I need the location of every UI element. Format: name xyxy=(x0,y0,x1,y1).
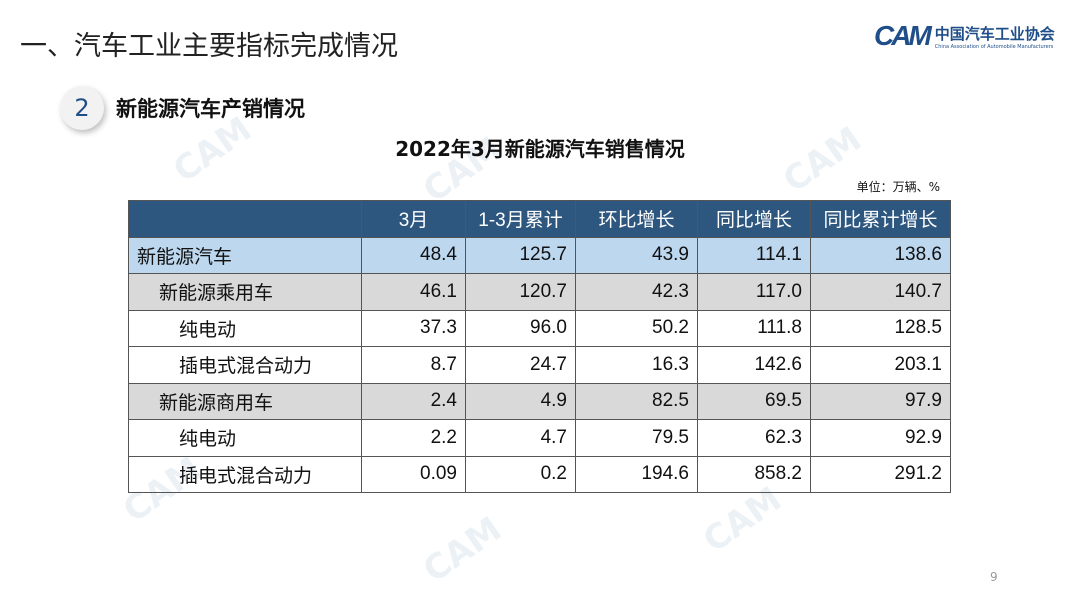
table-cell: 128.5 xyxy=(810,309,951,347)
table-cell: 97.9 xyxy=(810,382,951,420)
logo-name-en: China Association of Automobile Manufact… xyxy=(934,43,1054,50)
logo: CAM 中国汽车工业协会 China Association of Automo… xyxy=(874,20,1055,52)
section-label: 新能源汽车产销情况 xyxy=(116,97,305,121)
table-cell: 92.9 xyxy=(810,419,951,457)
table-row: 新能源汽车 48.4 125.7 43.9 114.1 138.6 xyxy=(128,236,951,274)
unit-label: 单位：万辆、% xyxy=(856,180,940,194)
table-cell: 62.3 xyxy=(697,419,811,457)
table-cell: 120.7 xyxy=(465,273,576,311)
table-cell: 114.1 xyxy=(697,236,811,274)
column-header: 1-3月累计 xyxy=(465,200,576,238)
table-cell: 4.7 xyxy=(465,419,576,457)
table-row: 插电式混合动力 8.7 24.7 16.3 142.6 203.1 xyxy=(128,346,951,384)
table-row: 新能源商用车 2.4 4.9 82.5 69.5 97.9 xyxy=(128,382,951,420)
row-label: 新能源乘用车 xyxy=(128,273,362,311)
page-number: 9 xyxy=(990,570,998,584)
sales-table: 3月 1-3月累计 环比增长 同比增长 同比累计增长 新能源汽车 48.4 125.7 43.… xyxy=(128,200,951,493)
table-cell: 16.3 xyxy=(575,346,698,384)
section-heading: 2 新能源汽车产销情况 xyxy=(60,86,305,130)
row-label: 新能源商用车 xyxy=(128,382,362,420)
logo-name-cn: 中国汽车工业协会 xyxy=(934,24,1055,43)
table-cell: 142.6 xyxy=(697,346,811,384)
table-title: 2022年3月新能源汽车销售情况 xyxy=(395,137,685,161)
table-cell: 111.8 xyxy=(697,309,811,347)
table-cell: 4.9 xyxy=(465,382,576,420)
table-cell: 37.3 xyxy=(361,309,466,347)
table-cell: 24.7 xyxy=(465,346,576,384)
row-label: 新能源汽车 xyxy=(128,236,362,274)
table-row: 纯电动 37.3 96.0 50.2 111.8 128.5 xyxy=(128,309,951,347)
table-cell: 117.0 xyxy=(697,273,811,311)
table-cell: 0.2 xyxy=(465,455,576,493)
table-cell: 50.2 xyxy=(575,309,698,347)
table-cell: 69.5 xyxy=(697,382,811,420)
logo-mark: CAM xyxy=(874,20,932,51)
table-cell: 125.7 xyxy=(465,236,576,274)
table-cell: 2.4 xyxy=(361,382,466,420)
row-label: 插电式混合动力 xyxy=(128,346,362,384)
slide-title: 一、汽车工业主要指标完成情况 xyxy=(20,31,398,62)
table-row: 新能源乘用车 46.1 120.7 42.3 117.0 140.7 xyxy=(128,273,951,311)
column-header: 同比增长 xyxy=(697,200,811,238)
table-cell: 194.6 xyxy=(575,455,698,493)
row-label: 插电式混合动力 xyxy=(128,455,362,493)
table-header: 3月 1-3月累计 环比增长 同比增长 同比累计增长 xyxy=(128,200,951,238)
table-cell: 858.2 xyxy=(697,455,811,493)
column-header: 环比增长 xyxy=(575,200,698,238)
column-header: 3月 xyxy=(361,200,466,238)
table-cell: 291.2 xyxy=(810,455,951,493)
table-cell: 82.5 xyxy=(575,382,698,420)
table-cell: 8.7 xyxy=(361,346,466,384)
table-cell: 42.3 xyxy=(575,273,698,311)
table-cell: 0.09 xyxy=(361,455,466,493)
table-cell: 43.9 xyxy=(575,236,698,274)
table-row: 纯电动 2.2 4.7 79.5 62.3 92.9 xyxy=(128,419,951,457)
row-label: 纯电动 xyxy=(128,309,362,347)
table-cell: 48.4 xyxy=(361,236,466,274)
watermark: CAM xyxy=(416,509,509,591)
table-cell: 138.6 xyxy=(810,236,951,274)
row-label: 纯电动 xyxy=(128,419,362,457)
table-cell: 96.0 xyxy=(465,309,576,347)
table-cell: 203.1 xyxy=(810,346,951,384)
table-row: 插电式混合动力 0.09 0.2 194.6 858.2 291.2 xyxy=(128,455,951,493)
section-number: 2 xyxy=(60,86,104,130)
table-cell: 46.1 xyxy=(361,273,466,311)
column-header: 同比累计增长 xyxy=(810,200,951,238)
table-cell: 140.7 xyxy=(810,273,951,311)
column-header xyxy=(128,200,362,238)
table-cell: 79.5 xyxy=(575,419,698,457)
table-cell: 2.2 xyxy=(361,419,466,457)
